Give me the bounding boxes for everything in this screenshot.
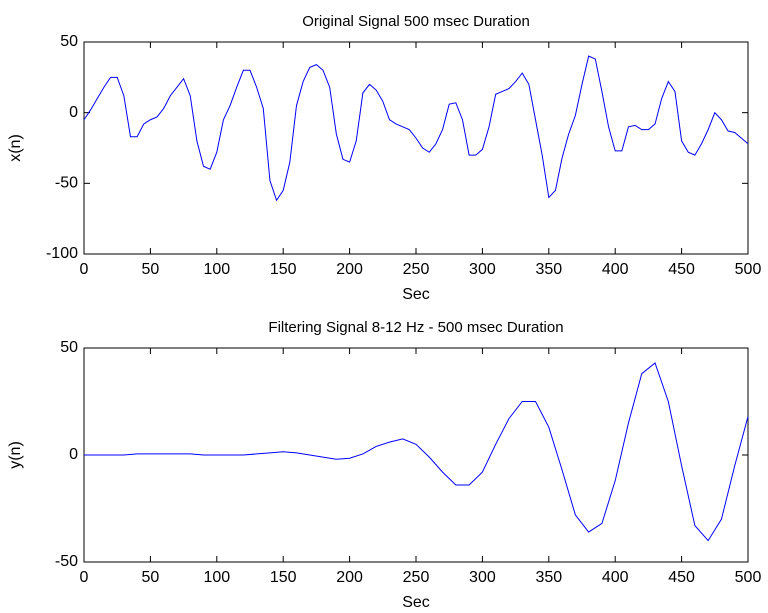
x-tick-label: 100 <box>203 569 230 586</box>
x-tick-label: 400 <box>602 569 629 586</box>
y-tick-label: 50 <box>60 33 78 50</box>
x-tick-label: 300 <box>469 569 496 586</box>
y-tick-label: 50 <box>60 339 78 356</box>
x-tick-label: 500 <box>735 569 762 586</box>
chart-title: Original Signal 500 msec Duration <box>302 13 530 30</box>
y-tick-label: -100 <box>46 245 78 262</box>
x-tick-label: 150 <box>270 569 297 586</box>
signal-line <box>83 55 749 202</box>
x-tick-label: 450 <box>668 261 695 278</box>
x-tick-label: 0 <box>80 261 89 278</box>
x-tick-label: 500 <box>735 261 762 278</box>
x-tick-label: 300 <box>469 261 496 278</box>
axes-box <box>83 41 749 255</box>
x-tick-label: 250 <box>403 569 430 586</box>
x-tick-label: 50 <box>142 261 160 278</box>
x-tick-label: 50 <box>142 569 160 586</box>
x-tick-label: 200 <box>336 569 363 586</box>
x-tick-label: 150 <box>270 261 297 278</box>
axes-box <box>83 347 749 563</box>
y-tick-label: 0 <box>69 446 78 463</box>
x-axis-label: Sec <box>402 594 430 611</box>
x-tick-label: 100 <box>203 261 230 278</box>
y-tick-label: -50 <box>55 553 78 570</box>
x-axis-label: Sec <box>402 286 430 303</box>
y-axis-label: y(n) <box>7 441 24 469</box>
x-tick-label: 350 <box>535 569 562 586</box>
y-tick-label: -50 <box>55 175 78 192</box>
x-tick-label: 250 <box>403 261 430 278</box>
x-tick-label: 200 <box>336 261 363 278</box>
x-tick-label: 0 <box>80 569 89 586</box>
x-tick-label: 450 <box>668 569 695 586</box>
y-axis-label: x(n) <box>7 134 24 162</box>
y-tick-label: 0 <box>69 104 78 121</box>
signal-line <box>84 362 749 542</box>
x-tick-label: 350 <box>535 261 562 278</box>
chart-title: Filtering Signal 8-12 Hz - 500 msec Dura… <box>268 319 563 336</box>
x-tick-label: 400 <box>602 261 629 278</box>
